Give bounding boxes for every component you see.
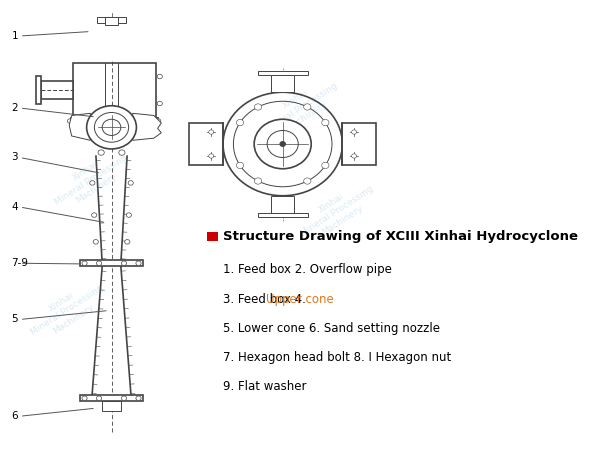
Circle shape [67,119,73,123]
Circle shape [233,101,332,187]
Bar [271,75,294,92]
Text: 6: 6 [12,411,18,421]
Text: 4: 4 [12,202,18,212]
Circle shape [102,119,121,135]
Circle shape [128,181,133,185]
Text: Xinhai
Mineral Processing
Machinery: Xinhai Mineral Processing Machinery [24,275,111,346]
Text: 1: 1 [12,31,18,41]
Bar [81,395,142,401]
Circle shape [236,120,244,126]
Text: 3: 3 [12,153,18,162]
Polygon shape [69,113,90,140]
Circle shape [136,261,141,266]
Text: 7. Hexagon head bolt 8. I Hexagon nut: 7. Hexagon head bolt 8. I Hexagon nut [223,351,451,364]
Circle shape [304,178,311,184]
Circle shape [267,130,298,158]
Circle shape [351,154,357,158]
Circle shape [223,92,342,196]
Bar [73,63,156,117]
Text: Structure Drawing of XCIII Xinhai Hydrocyclone: Structure Drawing of XCIII Xinhai Hydroc… [223,230,578,243]
Circle shape [92,213,97,217]
Text: Upper cone: Upper cone [266,293,333,306]
Circle shape [157,74,162,79]
Circle shape [236,162,244,168]
Bar [258,213,308,217]
Bar [97,17,126,22]
Bar [258,71,308,75]
Text: 5: 5 [12,315,18,324]
Bar [70,117,158,125]
Circle shape [255,104,262,110]
Circle shape [121,396,127,400]
Text: 3. Feed box 4.: 3. Feed box 4. [223,293,310,306]
Circle shape [126,213,132,217]
Circle shape [304,104,311,110]
Circle shape [93,239,98,244]
Bar [189,122,223,166]
Bar [342,122,376,166]
Circle shape [156,119,161,123]
Text: 1. Feed box 2. Overflow pipe: 1. Feed box 2. Overflow pipe [223,264,392,276]
Text: Xinhai
Mineral Processing
Machinery: Xinhai Mineral Processing Machinery [47,144,135,216]
Circle shape [280,142,285,146]
Bar [102,401,121,411]
Text: Xinhai
Mineral Processing
Machinery: Xinhai Mineral Processing Machinery [293,176,381,247]
Circle shape [90,181,95,185]
Circle shape [136,396,141,400]
Circle shape [351,130,357,134]
Circle shape [157,101,162,106]
Polygon shape [133,113,161,140]
Bar [207,232,218,241]
Circle shape [87,106,136,149]
Bar [81,260,142,266]
Bar [41,81,73,99]
Circle shape [208,130,214,134]
Circle shape [121,261,127,266]
Text: Xinhai
Mineral Processing
Machinery: Xinhai Mineral Processing Machinery [257,72,344,144]
Circle shape [119,150,125,155]
Circle shape [82,396,87,400]
Circle shape [255,178,262,184]
Circle shape [322,120,329,126]
Circle shape [125,239,130,244]
Circle shape [98,150,104,155]
Text: 9. Flat washer: 9. Flat washer [223,381,307,393]
Text: 5. Lower cone 6. Sand setting nozzle: 5. Lower cone 6. Sand setting nozzle [223,322,440,335]
Circle shape [96,261,102,266]
Circle shape [96,396,102,400]
Text: 7-9: 7-9 [12,258,28,268]
Bar [105,17,118,25]
Circle shape [95,112,128,142]
Circle shape [208,154,214,158]
Bar [36,76,41,104]
Text: 2: 2 [12,103,18,113]
Circle shape [82,261,87,266]
Circle shape [322,162,329,168]
Bar [271,196,294,213]
Circle shape [254,119,311,169]
